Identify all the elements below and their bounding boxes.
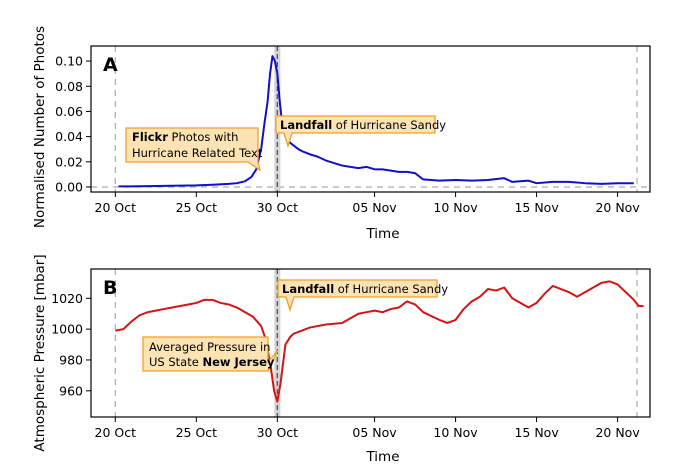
panel-b-x-tick-label: 15 Nov	[514, 425, 559, 440]
panel-b-x-tick-label: 25 Oct	[176, 425, 218, 440]
panel-b-x-tick-label: 05 Nov	[352, 425, 397, 440]
panel-a-y-tick-label: 0.10	[55, 54, 83, 69]
flickr-callout-box	[125, 127, 262, 172]
panel-a-x-tick-label: 30 Oct	[257, 200, 299, 215]
panel-a-x-axis-title: Time	[365, 226, 399, 242]
flickr-callout-line1: Flickr Photos with	[132, 130, 238, 144]
panel-a: Normalised Number of Photos Time 20 Oct 2…	[32, 26, 651, 242]
panel-a-landfall-annotation: Landfall of Hurricane Sandy	[275, 115, 446, 149]
flickr-callout-line2: Hurricane Related Text	[132, 146, 263, 160]
panel-b-y-tick-label: 960	[59, 383, 83, 398]
panel-b-series-line-0	[115, 280, 644, 403]
panel-a-y-tick-label: 0.06	[55, 104, 83, 119]
panel-a-x-tick-label: 20 Nov	[595, 200, 640, 215]
panel-a-y-ticks: 0.00 0.02 0.04 0.06 0.08 0.10	[55, 54, 91, 194]
panel-b-x-tick-label: 20 Oct	[95, 425, 137, 440]
panel-a-y-tick-label: 0.00	[55, 179, 83, 194]
panel-a-x-tick-label: 20 Oct	[95, 200, 137, 215]
panel-a-guides	[91, 46, 650, 192]
panel-b: Atmospheric Pressure [mbar] Time 20 Oct 2…	[32, 254, 651, 465]
panel-b-landfall-marker	[274, 269, 281, 417]
panel-b-label: B	[103, 277, 117, 299]
panel-a-x-tick-label: 05 Nov	[352, 200, 397, 215]
panel-b-y-axis-title: Atmospheric Pressure [mbar]	[32, 254, 48, 451]
landfall-b-callout-box	[277, 279, 438, 313]
pressure-callout-box	[142, 336, 279, 372]
panel-a-x-tick-label: 10 Nov	[433, 200, 478, 215]
panel-a-y-axis-title: Normalised Number of Photos	[32, 26, 48, 228]
panel-b-pressure-annotation: Averaged Pressure in US State New Jersey	[142, 336, 279, 372]
panel-a-plot-frame	[90, 45, 651, 193]
panel-a-flickr-annotation: Flickr Photos with Hurricane Related Tex…	[125, 127, 263, 172]
landfall-a-callout-text: Landfall of Hurricane Sandy	[280, 118, 446, 132]
panel-b-x-axis-title: Time	[365, 449, 399, 465]
panel-b-plot-frame	[90, 268, 651, 418]
panel-b-y-ticks: 960 980 1000 1020	[51, 291, 91, 398]
panel-a-series	[118, 55, 634, 188]
panel-b-guides	[114, 269, 638, 417]
landfall-a-callout-box	[275, 115, 436, 149]
panel-a-x-tick-label: 25 Oct	[176, 200, 218, 215]
pressure-callout-line2: US State New Jersey	[149, 355, 275, 369]
panel-a-y-tick-label: 0.08	[55, 79, 83, 94]
panel-b-y-tick-label: 980	[59, 352, 83, 367]
landfall-b-callout-text: Landfall of Hurricane Sandy	[282, 282, 448, 296]
panel-a-y-tick-label: 0.02	[55, 154, 83, 169]
panel-b-y-tick-label: 1000	[51, 322, 83, 337]
panel-b-x-tick-label: 20 Nov	[595, 425, 640, 440]
panel-a-series-line-0	[118, 55, 634, 188]
panel-a-x-tick-label: 15 Nov	[514, 200, 559, 215]
panel-b-x-tick-label: 30 Oct	[257, 425, 299, 440]
panel-a-x-ticks: 20 Oct 25 Oct 30 Oct 05 Nov 10 Nov 15 Nov 20 N…	[95, 192, 640, 215]
panel-a-label: A	[103, 54, 118, 76]
pressure-callout-line1: Averaged Pressure in	[149, 340, 270, 354]
panel-b-y-tick-label: 1020	[51, 291, 83, 306]
panel-b-x-ticks: 20 Oct 25 Oct 30 Oct 05 Nov 10 Nov 15 Nov 20 N…	[95, 417, 640, 440]
panel-a-y-tick-label: 0.04	[55, 129, 83, 144]
panel-b-landfall-annotation: Landfall of Hurricane Sandy	[277, 279, 448, 313]
panel-b-x-tick-label: 10 Nov	[433, 425, 478, 440]
panel-b-series	[115, 280, 644, 403]
